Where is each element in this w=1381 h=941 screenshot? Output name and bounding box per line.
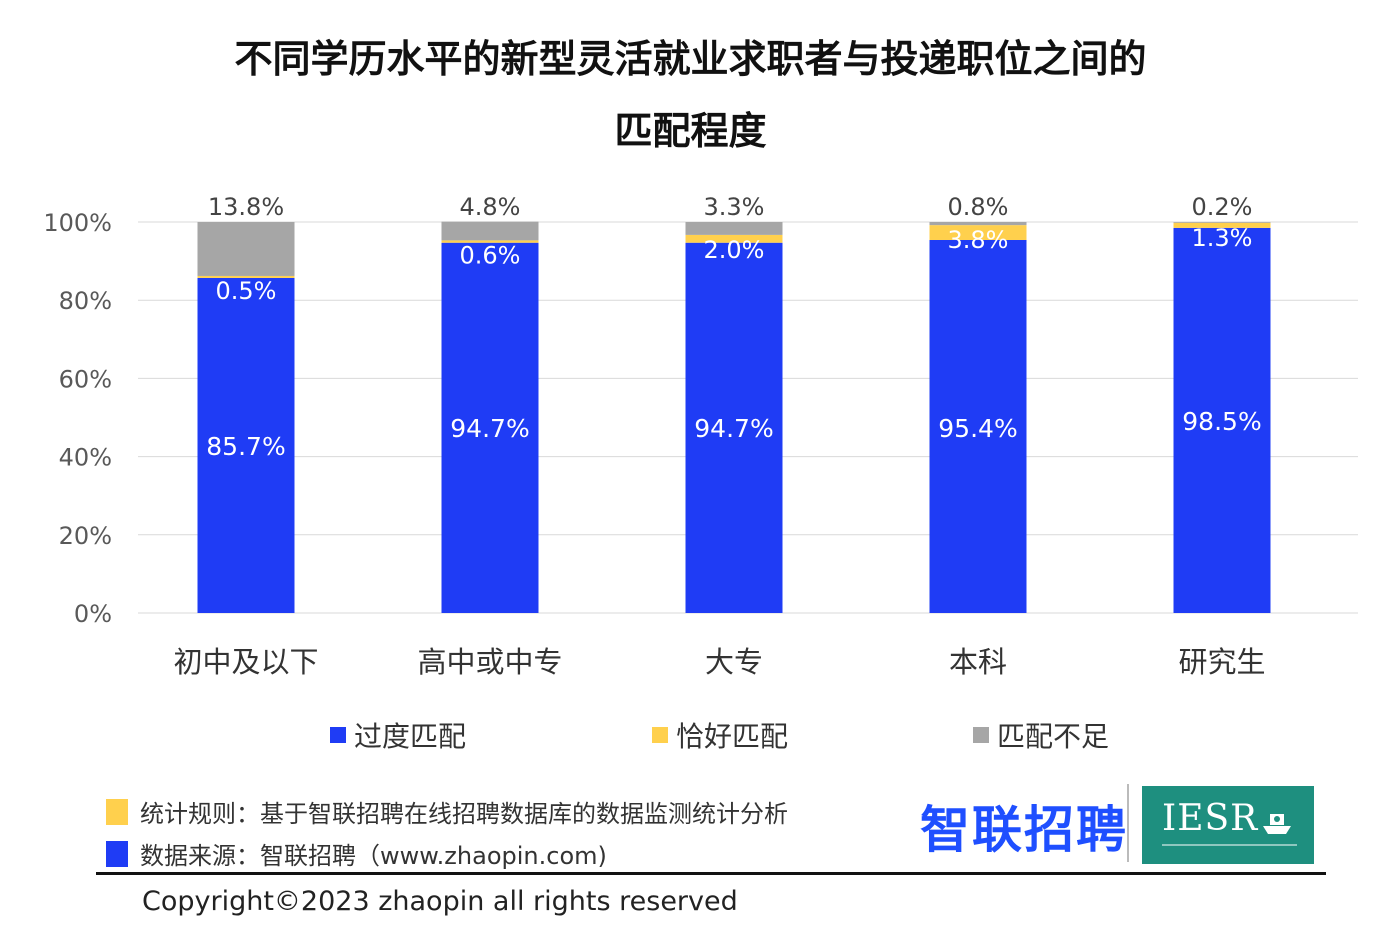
legend-item-exact: 恰好匹配: [652, 715, 788, 755]
x-tick-label: 大专: [705, 645, 763, 679]
note-rule: 统计规则：基于智联招聘在线招聘数据库的数据监测统计分析: [106, 794, 788, 829]
x-tick-label: 研究生: [1178, 645, 1265, 679]
bar-0-1: [441, 242, 539, 613]
legend-label-over: 过度匹配: [354, 720, 467, 753]
footer-rule: [96, 872, 1326, 875]
y-tick-label: 0%: [74, 600, 112, 628]
legend-item-over: 过度匹配: [330, 715, 466, 755]
ship-icon: [1263, 814, 1291, 834]
data-label-over: 94.7%: [450, 414, 529, 443]
bar-2-4: [1173, 222, 1271, 223]
data-label-under: 0.2%: [1192, 193, 1253, 221]
data-label-exact: 0.6%: [460, 241, 521, 269]
data-label-under: 13.8%: [208, 193, 284, 221]
legend-label-under: 匹配不足: [997, 720, 1110, 753]
zhaopin-logo: 智联招聘: [920, 801, 1128, 859]
x-tick-label: 本科: [949, 645, 1007, 679]
iesr-logo-text: IESR: [1162, 798, 1259, 839]
bar-0-3: [929, 239, 1027, 613]
bar-2-2: [685, 222, 783, 235]
bar-1-0: [197, 275, 295, 278]
x-tick-label: 高中或中专: [417, 645, 562, 679]
legend-swatch-under: [973, 727, 989, 743]
bar-1-1: [441, 240, 539, 243]
data-label-over: 95.4%: [938, 414, 1017, 443]
logo-divider: [1127, 784, 1129, 862]
y-tick-label: 80%: [59, 287, 112, 315]
y-tick-label: 20%: [59, 522, 112, 550]
bar-0-0: [197, 277, 295, 613]
note-rule-text: 统计规则：基于智联招聘在线招聘数据库的数据监测统计分析: [140, 800, 788, 828]
bar-1-4: [1173, 222, 1271, 228]
note-source: 数据来源：智联招聘（www.zhaopin.com): [106, 836, 607, 871]
data-label-under: 3.3%: [704, 193, 765, 221]
x-tick-label: 初中及以下: [173, 645, 318, 679]
note-rule-marker: [106, 798, 128, 825]
legend-swatch-exact: [652, 727, 668, 743]
bar-0-2: [685, 242, 783, 613]
legend-item-under: 匹配不足: [973, 715, 1109, 755]
y-tick-label: 100%: [43, 209, 112, 237]
chart-title-line1: 不同学历水平的新型灵活就业求职者与投递职位之间的: [234, 37, 1147, 81]
data-label-exact: 0.5%: [216, 277, 277, 305]
data-label-exact: 2.0%: [704, 236, 765, 264]
data-label-exact: 1.3%: [1192, 224, 1253, 252]
iesr-subline: [1162, 844, 1297, 846]
bar-2-1: [441, 221, 539, 241]
legend-label-exact: 恰好匹配: [676, 720, 789, 753]
data-label-under: 4.8%: [460, 193, 521, 221]
bar-1-3: [929, 225, 1027, 240]
chart-title-line2: 匹配程度: [614, 109, 767, 153]
y-tick-label: 40%: [59, 444, 112, 472]
bar-1-2: [685, 234, 783, 243]
y-tick-label: 60%: [59, 365, 112, 393]
legend-swatch-over: [330, 727, 346, 743]
data-label-over: 98.5%: [1182, 407, 1261, 436]
copyright: Copyright©2023 zhaopin all rights reserv…: [142, 886, 738, 917]
data-label-over: 85.7%: [206, 432, 285, 461]
bar-2-0: [197, 222, 295, 276]
iesr-logo: IESR: [1142, 786, 1314, 864]
bar-0-4: [1173, 227, 1271, 614]
bar-2-3: [929, 222, 1027, 226]
note-source-text: 数据来源：智联招聘（www.zhaopin.com): [140, 842, 607, 870]
note-source-marker: [106, 840, 128, 867]
data-label-exact: 3.8%: [948, 226, 1009, 254]
data-label-under: 0.8%: [948, 193, 1009, 221]
data-label-over: 94.7%: [694, 414, 773, 443]
